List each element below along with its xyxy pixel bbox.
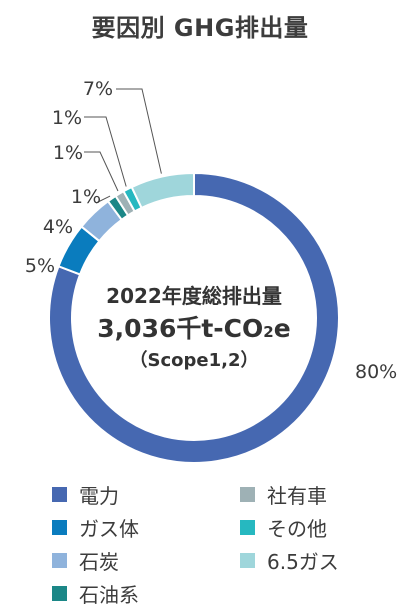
legend-swatch bbox=[240, 487, 255, 502]
leader-line-6 bbox=[116, 88, 162, 174]
legend-item-4: 社有車 bbox=[240, 480, 327, 509]
center-total: 3,036千t-CO2e bbox=[97, 314, 290, 343]
percent-label-5: 1% bbox=[52, 107, 82, 129]
center-total-subscript: 2 bbox=[263, 323, 273, 341]
slice-0 bbox=[48, 171, 340, 464]
center-caption: 2022年度総排出量 bbox=[106, 284, 282, 308]
percent-label-0: 80% bbox=[355, 361, 397, 383]
legend-label: 石炭 bbox=[79, 550, 119, 574]
legend-item-2: 石炭 bbox=[52, 546, 119, 575]
legend-label: 石油系 bbox=[79, 583, 139, 607]
legend-item-3: 石油系 bbox=[52, 579, 139, 608]
slice-6 bbox=[130, 171, 195, 210]
percent-label-2: 4% bbox=[43, 216, 73, 238]
legend-item-0: 電力 bbox=[52, 480, 119, 509]
legend-item-1: ガス体 bbox=[52, 513, 139, 542]
donut-slices bbox=[48, 171, 340, 464]
legend-label: その他 bbox=[267, 517, 327, 541]
legend-label: 6.5ガス bbox=[267, 550, 339, 574]
percent-label-6: 7% bbox=[83, 78, 113, 100]
leader-lines bbox=[84, 88, 162, 204]
legend-item-6: 6.5ガス bbox=[240, 546, 339, 575]
legend-swatch bbox=[240, 520, 255, 535]
leader-line-3 bbox=[95, 195, 111, 204]
percent-label-1: 5% bbox=[25, 255, 55, 277]
legend-swatch bbox=[240, 553, 255, 568]
legend-swatch bbox=[52, 487, 67, 502]
legend-label: ガス体 bbox=[79, 517, 139, 541]
percent-labels: 80%5%4%1%1%1%7% bbox=[25, 78, 397, 383]
legend-swatch bbox=[52, 520, 67, 535]
leader-line-4 bbox=[84, 151, 119, 192]
legend-label: 電力 bbox=[79, 484, 119, 508]
center-total-main: 3,036千t-CO bbox=[97, 314, 263, 343]
legend-label: 社有車 bbox=[267, 484, 327, 508]
percent-label-4: 1% bbox=[53, 142, 83, 164]
leader-line-5 bbox=[84, 116, 127, 187]
legend-swatch bbox=[52, 553, 67, 568]
center-scope: （Scope1,2） bbox=[130, 350, 259, 371]
legend-item-5: その他 bbox=[240, 513, 327, 542]
legend-swatch bbox=[52, 586, 67, 601]
chart-title: 要因別 GHG排出量 bbox=[91, 14, 309, 42]
percent-label-3: 1% bbox=[71, 186, 101, 208]
center-total-tail: e bbox=[274, 314, 291, 343]
